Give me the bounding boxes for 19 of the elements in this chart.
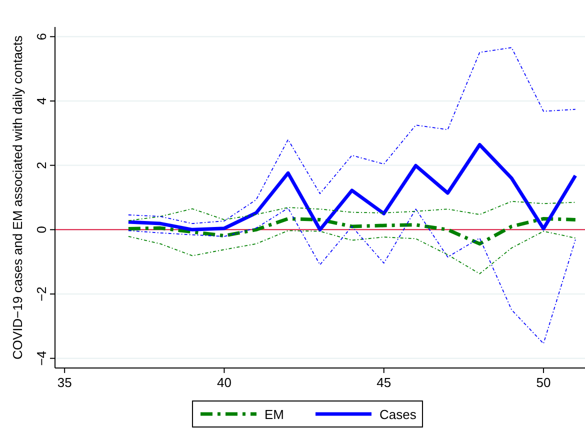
line-series bbox=[128, 200, 576, 222]
y-axis-title: COVID−19 cases and EM associated with daily contacts bbox=[10, 34, 25, 360]
y-tick-label: 6 bbox=[34, 33, 49, 40]
x-tick-label: 40 bbox=[216, 375, 232, 390]
x-tick-label: 35 bbox=[57, 375, 72, 390]
x-tick-label: 50 bbox=[536, 375, 551, 390]
line-series bbox=[128, 230, 576, 274]
line-series bbox=[126, 142, 578, 232]
y-tick-label: 2 bbox=[34, 162, 49, 169]
y-tick-label: −4 bbox=[34, 350, 49, 366]
line-series bbox=[128, 47, 576, 224]
x-tick-label: 45 bbox=[376, 375, 392, 390]
line-series bbox=[126, 216, 578, 246]
y-tick-label: 0 bbox=[34, 226, 49, 234]
legend-label: EM bbox=[264, 407, 284, 422]
line-series bbox=[128, 208, 576, 344]
y-tick-label: 4 bbox=[34, 97, 49, 105]
y-tick-label: −2 bbox=[34, 286, 49, 302]
legend-label: Cases bbox=[380, 407, 417, 422]
